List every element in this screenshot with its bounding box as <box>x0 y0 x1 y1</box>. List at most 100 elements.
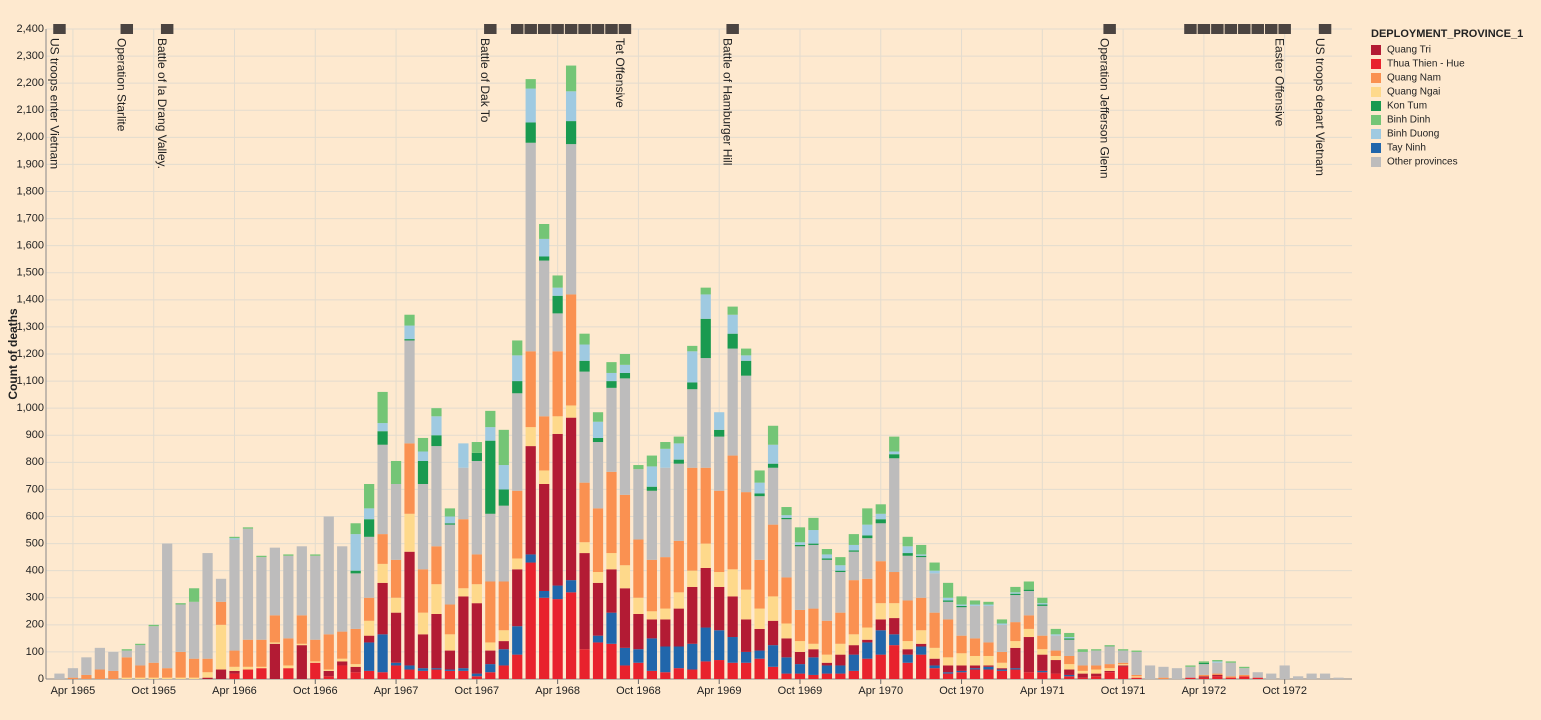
bar-segment <box>1037 654 1048 671</box>
bar-segment <box>1023 628 1034 638</box>
bar-segment <box>1104 670 1115 673</box>
bar-segment <box>1010 622 1021 642</box>
x-tick-label: Apr 1968 <box>535 685 580 697</box>
bar-segment <box>916 544 927 555</box>
event-label: Battle of Hamburger Hill <box>720 38 734 165</box>
bar-segment <box>848 634 859 646</box>
bar-segment <box>794 527 806 543</box>
y-tick-label: 800 <box>26 456 44 468</box>
bar-segment <box>135 665 146 678</box>
bar-segment <box>889 618 900 635</box>
bar-segment <box>700 543 711 568</box>
bar-segment <box>539 597 550 679</box>
bar-segment <box>1225 677 1236 679</box>
bar-segment <box>229 650 240 667</box>
bar-segment <box>848 580 859 635</box>
bar-segment <box>94 669 105 679</box>
bar-segment <box>767 645 779 667</box>
bar-segment <box>1198 662 1210 665</box>
bar-segment <box>821 558 833 560</box>
bar-segment <box>498 581 509 631</box>
bar-segment <box>121 649 132 651</box>
bar-segment <box>1198 664 1210 675</box>
bar-segment <box>646 611 657 620</box>
bar-segment <box>700 294 711 319</box>
legend-label: Thua Thien - Hue <box>1387 59 1465 70</box>
y-tick-label: 1,200 <box>16 348 44 360</box>
bar-segment <box>337 631 348 659</box>
bar-segment <box>646 455 657 467</box>
bar-segment <box>996 619 1008 624</box>
bar-segment <box>929 573 940 613</box>
bar-segment <box>498 649 509 666</box>
bar-segment <box>1010 647 1021 669</box>
bar-segment <box>444 650 456 670</box>
bar-segment <box>848 551 859 581</box>
bar-segment <box>767 425 779 445</box>
bar-segment <box>848 645 859 655</box>
bar-segment <box>916 555 927 558</box>
bar-segment <box>525 142 536 352</box>
y-axis-label: Count of deaths <box>6 308 20 400</box>
bar-segment <box>310 661 321 663</box>
bar-segment <box>1023 637 1034 673</box>
bar-segment <box>404 551 415 666</box>
bar-segment <box>983 604 994 606</box>
bar-segment <box>633 539 644 598</box>
bar-segment <box>485 410 496 428</box>
event-marker <box>511 24 524 34</box>
bar-segment <box>956 665 967 671</box>
bar-segment <box>1050 660 1061 674</box>
bar-segment <box>875 603 886 620</box>
bar-segment <box>552 351 563 417</box>
bar-segment <box>377 431 388 445</box>
bar-segment <box>1185 677 1196 679</box>
legend-label: Kon Tum <box>1387 101 1427 112</box>
bar-segment <box>471 452 482 461</box>
bar-segment <box>296 643 307 646</box>
bar-segment <box>902 654 913 663</box>
x-tick-label: Apr 1970 <box>858 685 903 697</box>
bar-segment <box>808 543 819 545</box>
bar-segment <box>835 612 846 644</box>
bar-segment <box>942 600 954 602</box>
bar-segment <box>1104 664 1115 669</box>
event-label: Tet Offensive <box>613 38 627 108</box>
bar-segment <box>700 567 711 628</box>
bar-segment <box>458 467 469 520</box>
event-marker <box>591 24 605 34</box>
bar-segment <box>565 417 577 581</box>
bar-segment <box>162 543 173 669</box>
bar-segment <box>512 569 523 627</box>
bar-segment <box>781 577 792 624</box>
bar-segment <box>525 351 536 428</box>
legend-swatch <box>1371 101 1381 111</box>
event-marker <box>578 24 591 34</box>
bar-segment <box>633 465 644 470</box>
bar-segment <box>1037 672 1048 679</box>
bar-segment <box>539 470 550 484</box>
bar-segment <box>404 340 415 444</box>
bar-segment <box>269 615 281 643</box>
bar-segment <box>741 651 752 663</box>
bar-segment <box>916 554 927 556</box>
bar-segment <box>727 348 738 456</box>
bar-segment <box>700 287 711 295</box>
bar-segment <box>592 508 604 573</box>
bar-segment <box>794 664 806 674</box>
y-tick-label: 1,400 <box>16 294 44 306</box>
bar-segment <box>619 565 631 589</box>
event-marker <box>1278 24 1291 34</box>
bar-segment <box>741 662 752 679</box>
bar-segment <box>552 585 563 600</box>
bar-segment <box>633 662 644 679</box>
legend-swatch <box>1371 87 1381 97</box>
bar-segment <box>875 513 886 520</box>
bar-segment <box>539 484 550 591</box>
bar-segment <box>781 515 792 518</box>
bar-segment <box>525 79 536 89</box>
event-marker <box>1251 24 1264 34</box>
bar-segment <box>256 555 267 558</box>
bar-segment <box>296 645 307 679</box>
event-marker <box>1238 24 1251 34</box>
